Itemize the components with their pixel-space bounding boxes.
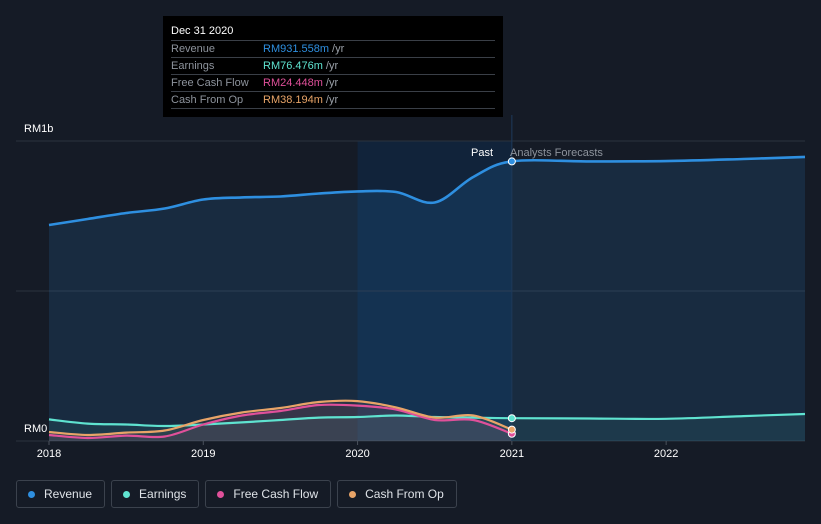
tooltip-row-free-cash-flow: Free Cash Flow RM24.448m /yr [171,74,495,91]
legend-label: Earnings [139,487,187,501]
x-tick-label: 2020 [345,448,370,460]
hover-points [507,157,516,438]
legend-label: Cash From Op [365,487,444,501]
earnings-area [49,414,805,441]
tooltip-label: Revenue [171,43,216,55]
legend-item-earnings[interactable]: Earnings [111,480,200,508]
tooltip-unit: /yr [332,43,345,55]
series-lines [48,155,806,440]
cash-from-op-point [507,425,516,434]
tooltip-label: Free Cash Flow [171,77,249,89]
tooltip-unit: /yr [325,77,339,89]
y-tick-label-top: RM1b [24,123,54,135]
legend-item-free-cash-flow[interactable]: Free Cash Flow [205,480,332,508]
cash-from-op-line [48,399,513,437]
earnings-dot-icon [123,490,131,498]
tooltip-row-earnings: Earnings RM76.476m /yr [171,57,495,74]
tooltip-value: RM38.194m [263,94,323,106]
past-label: Past [471,147,494,159]
legend-label: Free Cash Flow [233,487,319,501]
tooltip-value: RM76.476m [263,60,323,72]
tooltip: Dec 31 2020 Revenue RM931.558m /yr Earni… [163,16,503,117]
earnings-point [507,414,516,423]
legend-item-cash-from-op[interactable]: Cash From Op [337,480,457,508]
tooltip-label: Cash From Op [171,94,244,106]
legend-item-revenue[interactable]: Revenue [16,480,106,508]
x-tick-label: 2019 [191,448,216,460]
forecast-label: Analysts Forecasts [510,147,603,159]
x-tick-label: 2022 [653,448,679,460]
x-tick-label: 2018 [36,448,62,460]
series-areas [49,156,805,441]
free-cash-flow-dot-icon [217,490,225,498]
gridlines [16,140,805,445]
revenue-area [49,156,805,441]
cash-from-op-dot-icon [349,490,357,498]
revenue-dot-icon [28,490,35,498]
free-cash-flow-area [49,404,512,441]
revenue-point [507,157,516,166]
tooltip-row-revenue: Revenue RM931.558m /yr [171,40,495,57]
tooltip-row-cash-from-op: Cash From Op RM38.194m /yr [171,91,495,109]
tooltip-value: RM24.448m [263,77,323,89]
legend: Revenue Earnings Free Cash Flow Cash Fro… [16,480,457,508]
revenue-line [48,155,806,227]
x-tick-label: 2021 [499,448,525,460]
tooltip-label: Earnings [171,60,215,72]
free-cash-flow-line [48,403,513,440]
y-tick-label-zero: RM0 [24,423,48,435]
tooltip-unit: /yr [325,60,339,72]
legend-label: Revenue [44,487,93,501]
earnings-line [48,412,806,428]
tooltip-unit: /yr [325,94,339,106]
tooltip-date: Dec 31 2020 [171,25,234,37]
tooltip-value: RM931.558m [263,43,330,55]
